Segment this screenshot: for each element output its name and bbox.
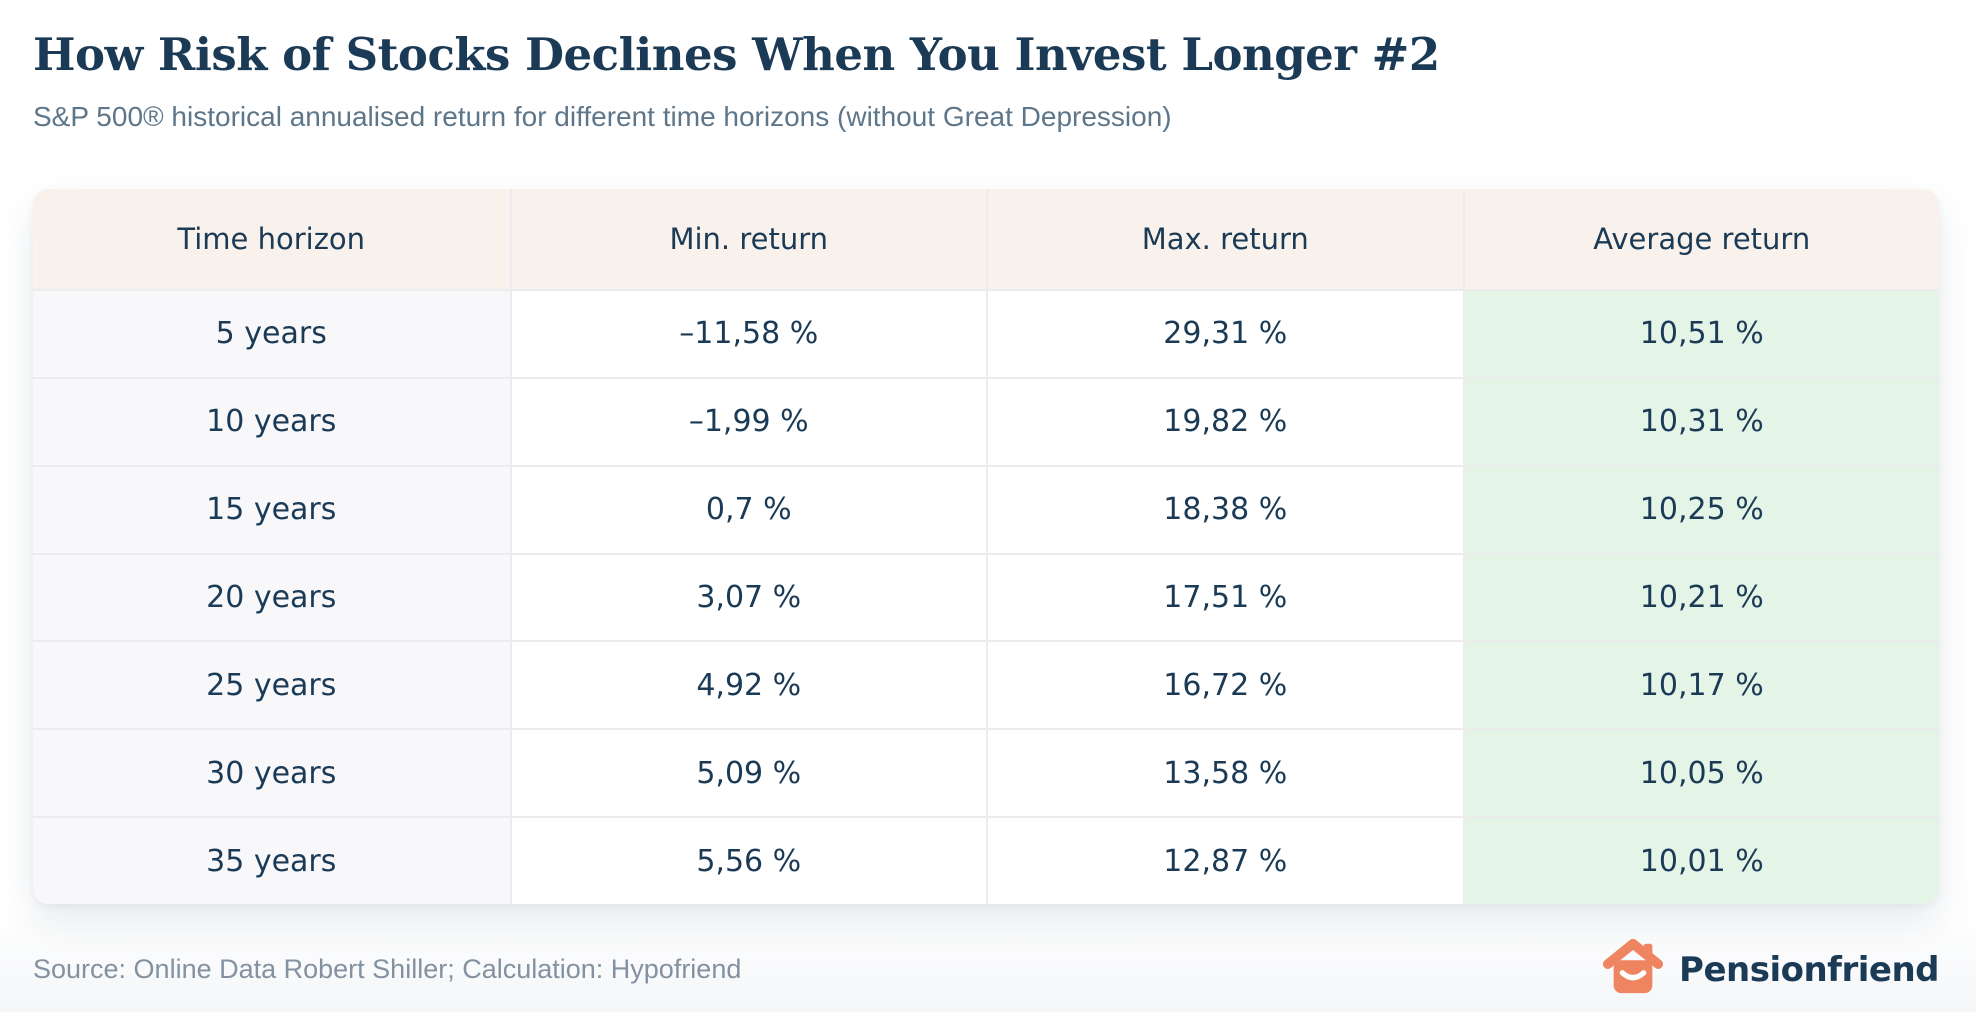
table-cell: 25 years (33, 640, 510, 729)
table-cell: 29,31 % (986, 289, 1463, 377)
page-title: How Risk of Stocks Declines When You Inv… (33, 28, 1440, 81)
table-cell: 20 years (33, 552, 510, 641)
source-note: Source: Online Data Robert Shiller; Calc… (33, 954, 742, 984)
table-cell: 16,72 % (986, 640, 1463, 729)
header-cell-average-return: Average return (1462, 189, 1939, 289)
table-cell: 17,51 % (986, 552, 1463, 641)
page-footer: Source: Online Data Robert Shiller; Calc… (33, 936, 1939, 1003)
table-cell: 0,7 % (509, 464, 986, 553)
table-cell: 15 years (33, 464, 510, 553)
table-cell: 13,58 % (986, 728, 1463, 817)
table-cell: 19,82 % (986, 376, 1463, 465)
pensionfriend-house-icon (1602, 936, 1664, 1003)
returns-table: Time horizon Min. return Max. return Ave… (33, 189, 1939, 904)
table-cell: –1,99 % (509, 376, 986, 465)
table-cell: 10,17 % (1462, 640, 1939, 729)
header-cell-max-return: Max. return (986, 189, 1463, 289)
table-cell: 5,09 % (509, 728, 986, 817)
brand-name: Pensionfriend (1679, 949, 1939, 990)
table-cell: 10,25 % (1462, 464, 1939, 553)
table-cell: 10,51 % (1462, 289, 1939, 377)
table-cell: 30 years (33, 728, 510, 817)
table-cell: 5 years (33, 289, 510, 377)
table-cell: 10,01 % (1462, 816, 1939, 904)
header-cell-time-horizon: Time horizon (33, 189, 510, 289)
table-cell: 10,31 % (1462, 376, 1939, 465)
table-cell: –11,58 % (509, 289, 986, 377)
table-cell: 3,07 % (509, 552, 986, 641)
table-cell: 10,21 % (1462, 552, 1939, 641)
page-subtitle: S&P 500® historical annualised return fo… (33, 101, 1172, 132)
table-cell: 35 years (33, 816, 510, 904)
table-cell: 12,87 % (986, 816, 1463, 904)
table-cell: 10,05 % (1462, 728, 1939, 817)
table-cell: 5,56 % (509, 816, 986, 904)
table-cell: 18,38 % (986, 464, 1463, 553)
table-cell: 10 years (33, 376, 510, 465)
header-cell-min-return: Min. return (509, 189, 986, 289)
brand-logo: Pensionfriend (1602, 936, 1939, 1003)
table-cell: 4,92 % (509, 640, 986, 729)
